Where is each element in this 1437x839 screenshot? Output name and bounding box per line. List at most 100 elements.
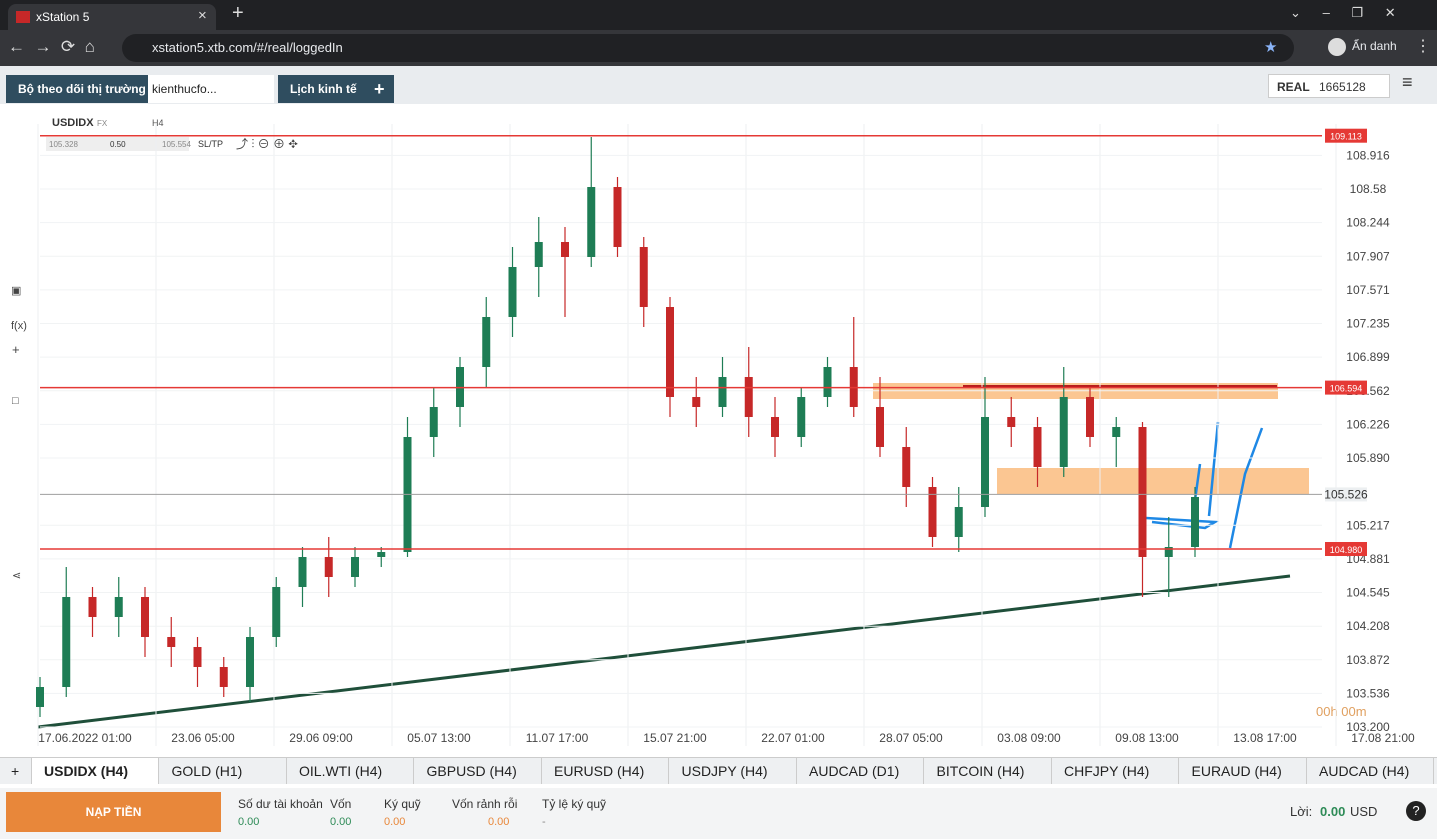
symbol: USDIDX [52, 117, 94, 129]
volume[interactable]: 0.50 [110, 140, 126, 149]
profile-name[interactable]: Ẩn danh [1352, 39, 1397, 53]
browser-tab[interactable]: xStation 5 × [8, 4, 216, 30]
y-tick-label: 103.872 [1346, 653, 1390, 667]
candle-body [771, 417, 779, 437]
x-tick-label: 03.08 09:00 [997, 731, 1061, 745]
account-field-label: Ký quỹ [384, 797, 421, 811]
trendline-drawing[interactable] [37, 574, 1291, 729]
candle-body [954, 507, 963, 537]
bid[interactable]: 105.328 [49, 140, 78, 149]
instrument-tab[interactable]: EURAUD (H4) [1180, 758, 1307, 784]
url: xstation5.xtb.com/#/real/loggedIn [152, 40, 343, 55]
tab-close[interactable]: × [198, 7, 207, 24]
instrument-tab[interactable]: USDIDX (H4) [32, 758, 159, 784]
instrument-tab[interactable]: GOLD (H1) [160, 758, 287, 784]
tab-title: xStation 5 [36, 10, 90, 24]
candle-body [36, 687, 44, 707]
y-tick-label: 103.536 [1346, 686, 1390, 700]
candle-body [1086, 397, 1094, 437]
candle-body [324, 557, 333, 577]
timeframe[interactable]: H4 [152, 118, 164, 128]
candle-body [1191, 497, 1199, 547]
instrument-tab[interactable]: OIL.WTI (H4) [287, 758, 414, 784]
profit-label: Lời: [1290, 804, 1313, 819]
candle-body [981, 417, 989, 507]
instrument-tab[interactable]: AUDCAD (H4) [1307, 758, 1434, 784]
drawing-tools[interactable]: + [12, 342, 20, 357]
x-tick-label: 05.07 13:00 [407, 731, 471, 745]
chart-tools[interactable]: ⤴ ⫶ ⊖ ⊕ ✥ [236, 136, 298, 151]
candle-body [1112, 427, 1121, 437]
instrument-tabs: + USDIDX (H4) GOLD (H1) OIL.WTI (H4) GBPUSD… [0, 757, 1437, 784]
instrument-tab[interactable]: EURUSD (H4) [542, 758, 669, 784]
drawing-tools[interactable]: ⋖ [12, 570, 21, 582]
app-tab[interactable]: Lịch kinh tế [278, 75, 369, 103]
currency: USD [1350, 804, 1378, 819]
account-field-value: 0.00 [488, 816, 510, 828]
drawing-tools[interactable]: f(x) [11, 320, 27, 332]
candle-body [272, 587, 281, 637]
candle-body [1033, 427, 1042, 467]
instrument-tab[interactable]: AUDCAD (D1) [797, 758, 924, 784]
y-tick-label: 104.208 [1346, 619, 1390, 633]
account-select[interactable]: REAL 1665128 [1268, 74, 1390, 98]
instrument-tab[interactable]: GBPUSD (H4) [415, 758, 542, 784]
y-tick-label: 106.899 [1346, 350, 1390, 364]
ask[interactable]: 105.554 [162, 140, 191, 149]
y-tick-label: 108.58 [1350, 182, 1387, 196]
omnibox[interactable]: xstation5.xtb.com/#/real/loggedIn ★ [122, 34, 1294, 62]
price-label-bg [1325, 542, 1367, 556]
candle-body [666, 307, 674, 397]
add-tab[interactable]: + [366, 75, 394, 103]
candle-body [1007, 417, 1016, 427]
drawing-tools[interactable]: ▣ [11, 285, 21, 297]
price-label: 104.980 [1330, 545, 1363, 555]
account-field-label: Tỷ lệ ký quỹ [542, 797, 607, 811]
price-label: 106.594 [1330, 384, 1363, 394]
profile-avatar[interactable] [1328, 38, 1346, 56]
x-tick-label: 28.07 05:00 [879, 731, 943, 745]
candle-body [62, 597, 71, 687]
help[interactable]: ? [1406, 801, 1426, 821]
account-field-value: - [542, 816, 546, 828]
candle-body [639, 247, 648, 307]
menu[interactable]: ⋮ [1415, 38, 1431, 55]
candle-body [613, 187, 622, 247]
x-tick-label: 17.08 21:00 [1351, 731, 1415, 745]
instrument-tab[interactable]: CHFJPY (H4) [1052, 758, 1179, 784]
candle-body [508, 267, 517, 317]
y-tick-label: 106.226 [1346, 417, 1390, 431]
deposit-button[interactable]: NẠP TIỀN [6, 792, 221, 832]
app-tab[interactable]: kienthucfo... [148, 75, 274, 103]
nav-buttons[interactable]: ← → ⟳ ⌂ [8, 37, 95, 56]
candle-body [298, 557, 307, 587]
profit-value: 0.00 [1320, 804, 1346, 819]
app-tab[interactable]: Bộ theo dõi thị trường [6, 75, 158, 103]
x-tick-label: 23.06 05:00 [171, 731, 235, 745]
sltp[interactable]: SL/TP [198, 139, 223, 149]
y-tick-label: 107.907 [1346, 249, 1390, 263]
instrument-tab[interactable]: USDJPY (H4) [670, 758, 797, 784]
hamburger[interactable]: ≡ [1402, 72, 1413, 92]
x-tick-label: 09.08 13:00 [1115, 731, 1179, 745]
x-tick-label: 22.07 01:00 [761, 731, 825, 745]
zone-drawing[interactable] [997, 468, 1309, 494]
account-field-label: Vốn rảnh rỗi [452, 797, 518, 811]
instrument-tab[interactable]: BITCOIN (H4) [925, 758, 1052, 784]
y-tick-label: 103.200 [1346, 720, 1390, 734]
trade-panel [46, 137, 189, 151]
add-instrument[interactable]: + [0, 758, 32, 784]
chart-bg [0, 104, 1437, 757]
bookmark-star[interactable]: ★ [1264, 39, 1278, 56]
candle-body [141, 597, 149, 637]
account-field-label: Vốn [330, 797, 352, 811]
window-controls[interactable]: ⌄ – ❐ ✕ [1290, 5, 1396, 20]
drawing-tools[interactable]: □ [12, 395, 19, 407]
new-tab[interactable]: + [232, 2, 244, 24]
candle-body [1164, 547, 1173, 557]
candle-body [823, 367, 832, 397]
candle-body [928, 487, 937, 537]
candle-body [351, 557, 359, 577]
